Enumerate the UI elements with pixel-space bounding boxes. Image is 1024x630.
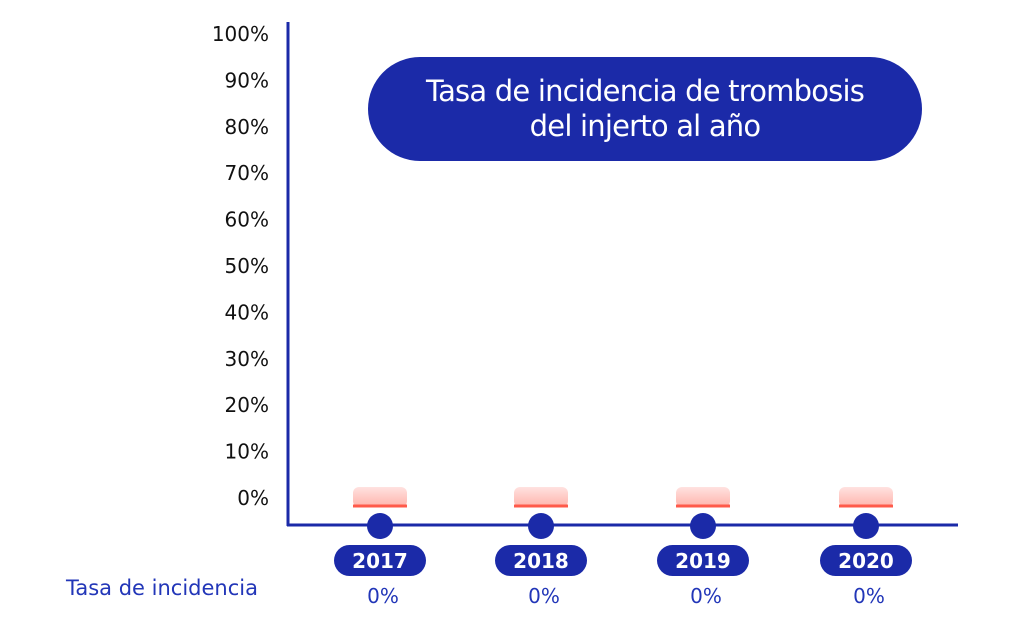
y-tick-label: 20% [225, 393, 269, 417]
bar [839, 487, 893, 507]
y-tick-label: 50% [225, 254, 269, 278]
y-tick-label: 100% [212, 22, 269, 46]
bar [676, 487, 730, 507]
x-axis-marker [690, 513, 716, 539]
chart-title-line-1: Tasa de incidencia de trombosis [425, 74, 865, 108]
series-row-label: Tasa de incidencia [66, 576, 258, 600]
x-axis-marker [367, 513, 393, 539]
y-tick-label: 70% [225, 161, 269, 185]
x-axis-marker [853, 513, 879, 539]
category-pill [334, 545, 426, 576]
y-tick-label: 30% [225, 347, 269, 371]
y-tick-label: 40% [225, 300, 269, 324]
bar [353, 487, 407, 507]
chart-title: Tasa de incidencia de trombosis del inje… [368, 57, 922, 161]
y-tick-label: 90% [225, 68, 269, 92]
data-label: 0% [367, 584, 399, 608]
x-tick-label: 2017 [352, 549, 408, 573]
y-tick-label: 10% [225, 440, 269, 464]
data-label: 0% [528, 584, 560, 608]
x-axis-marker [528, 513, 554, 539]
y-tick-label: 0% [237, 486, 269, 510]
x-tick-label: 2019 [675, 549, 731, 573]
x-tick-label: 2020 [838, 549, 894, 573]
bar [514, 487, 568, 507]
category-pill [820, 545, 912, 576]
x-tick-label: 2018 [513, 549, 569, 573]
category-pill [495, 545, 587, 576]
y-tick-label: 60% [225, 208, 269, 232]
category-pill [657, 545, 749, 576]
y-tick-label: 80% [225, 115, 269, 139]
data-label: 0% [853, 584, 885, 608]
data-label: 0% [690, 584, 722, 608]
chart-title-line-2: del injerto al año [529, 109, 761, 143]
